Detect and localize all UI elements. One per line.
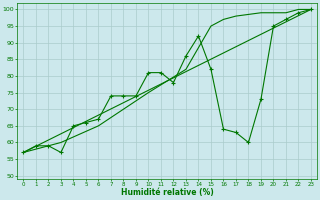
X-axis label: Humidité relative (%): Humidité relative (%) bbox=[121, 188, 213, 197]
